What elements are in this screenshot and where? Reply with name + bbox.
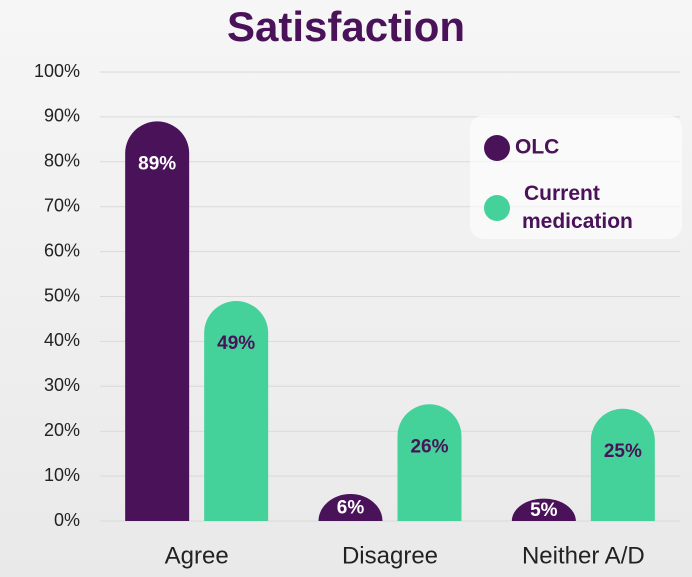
value-label: 49% — [217, 333, 255, 354]
chart-title: Satisfaction — [227, 3, 465, 50]
bar — [204, 301, 269, 521]
value-label: 26% — [410, 436, 448, 457]
y-tick-label: 100% — [34, 61, 80, 81]
legend-swatch — [484, 195, 510, 221]
y-tick-label: 10% — [44, 465, 80, 485]
value-label: 5% — [530, 500, 558, 521]
y-tick-label: 20% — [44, 420, 80, 440]
bar — [590, 408, 655, 521]
value-label: 25% — [604, 441, 642, 462]
value-label: 89% — [138, 153, 176, 174]
x-tick-label: Agree — [165, 542, 229, 569]
legend-label: OLC — [515, 136, 559, 159]
x-tick-label: Neither A/D — [522, 542, 645, 569]
y-tick-label: 90% — [44, 106, 80, 126]
y-tick-label: 30% — [44, 375, 80, 395]
legend-box — [470, 115, 682, 239]
y-tick-label: 80% — [44, 151, 80, 171]
x-tick-label: Disagree — [342, 542, 438, 569]
bar — [397, 404, 462, 521]
y-tick-label: 40% — [44, 330, 80, 350]
y-tick-label: 50% — [44, 285, 80, 305]
bar — [318, 494, 383, 521]
legend-label: Current medication — [522, 182, 633, 233]
bar — [511, 498, 576, 521]
y-tick-label: 70% — [44, 195, 80, 215]
legend: OLC Current medication — [470, 115, 682, 239]
legend-swatch — [484, 135, 510, 161]
value-label: 6% — [337, 498, 365, 519]
bar — [125, 121, 190, 521]
y-tick-label: 60% — [44, 240, 80, 260]
y-tick-label: 0% — [54, 510, 80, 530]
